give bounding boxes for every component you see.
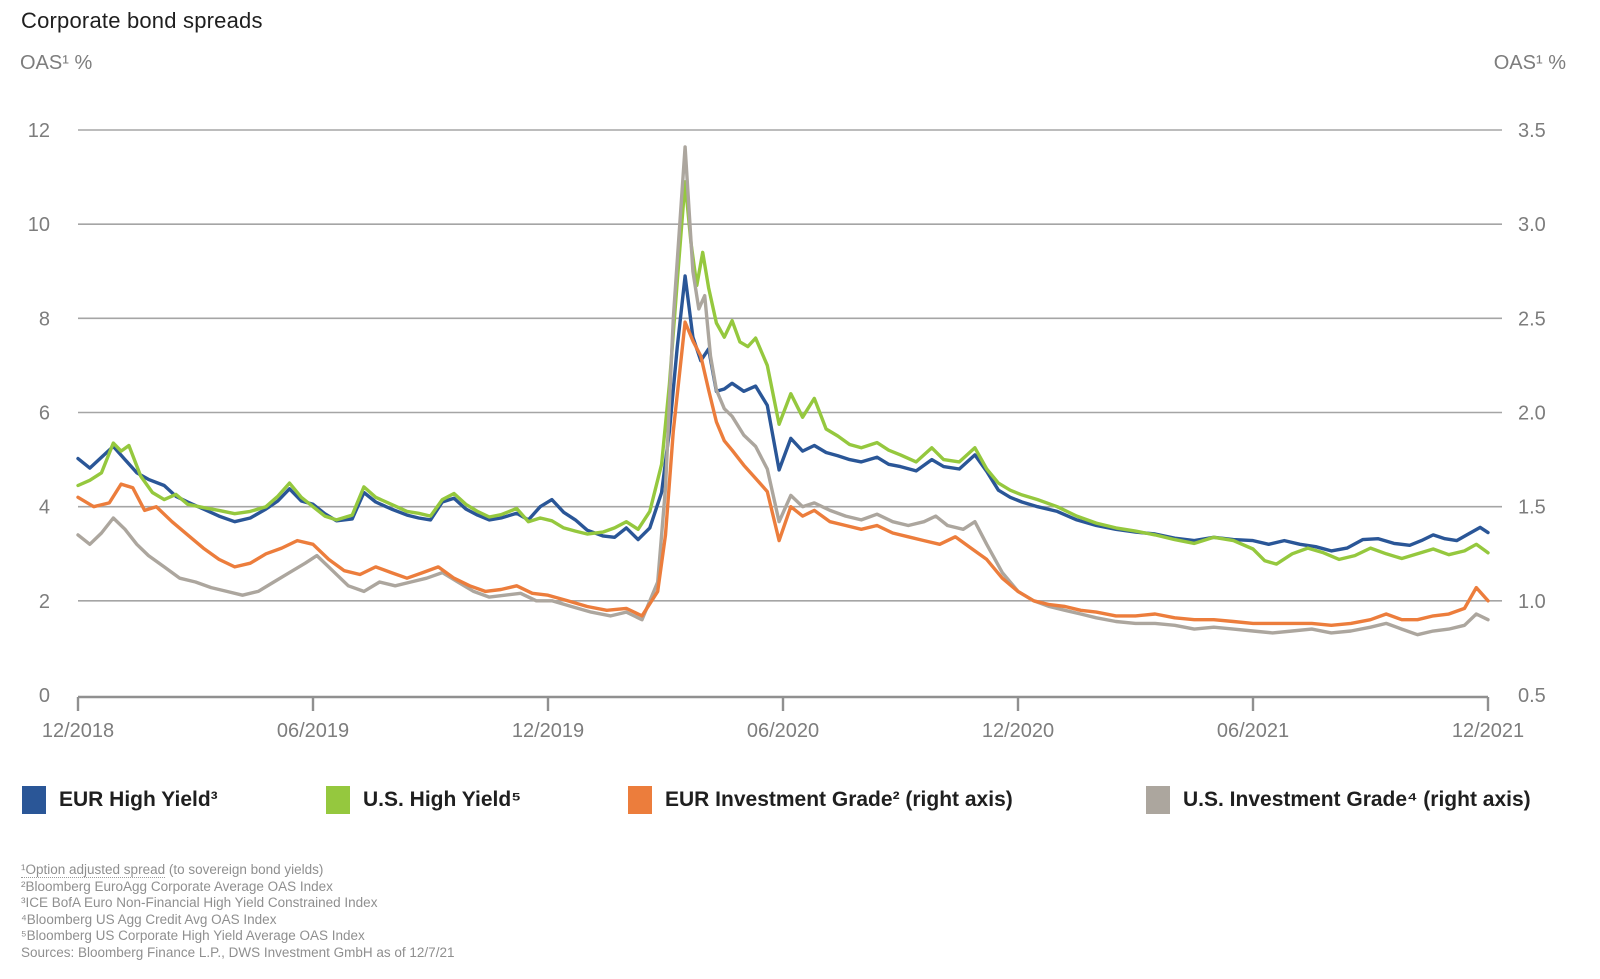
legend-item-eur-high-yield: EUR High Yield³ <box>22 786 218 814</box>
legend-item-eur-investment-grade: EUR Investment Grade² (right axis) <box>628 786 1013 814</box>
legend-item-us-high-yield: U.S. High Yield⁵ <box>326 786 521 814</box>
right-axis-tick-label: 2.5 <box>1518 308 1546 330</box>
us-investment-grade-swatch-icon <box>1146 786 1170 814</box>
legend-item-us-investment-grade: U.S. Investment Grade⁴ (right axis) <box>1146 786 1531 814</box>
footnote-1-term: ¹Option adjusted spread <box>21 862 166 878</box>
legend-label: EUR High Yield³ <box>59 788 218 811</box>
x-axis-tick-label: 12/2019 <box>512 720 584 742</box>
legend-label: U.S. Investment Grade⁴ (right axis) <box>1183 788 1531 811</box>
footnote-5: ⁵Bloomberg US Corporate High Yield Avera… <box>21 928 365 943</box>
x-axis-tick-label: 12/2021 <box>1452 720 1524 742</box>
left-axis-tick-label: 2 <box>39 591 50 613</box>
left-axis-tick-label: 4 <box>39 497 50 519</box>
legend-label: EUR Investment Grade² (right axis) <box>665 788 1013 811</box>
left-axis-tick-label: 0 <box>39 685 50 707</box>
right-axis-tick-label: 2.0 <box>1518 403 1546 425</box>
series-us-investment-grade <box>76 145 1490 637</box>
eur-high-yield-swatch-icon <box>22 786 46 814</box>
x-axis-tick-label: 12/2020 <box>982 720 1054 742</box>
page-title: Corporate bond spreads <box>21 8 263 33</box>
x-axis-tick-label: 06/2021 <box>1217 720 1289 742</box>
series-eur-investment-grade <box>76 320 1490 627</box>
eur-investment-grade-swatch-icon <box>628 786 652 814</box>
footnote-3: ³ICE BofA Euro Non-Financial High Yield … <box>21 895 378 910</box>
left-axis-tick-label: 6 <box>39 403 50 425</box>
chart-legend: EUR High Yield³ U.S. High Yield⁵ EUR Inv… <box>0 786 1600 826</box>
left-axis-unit-label: OAS¹ % <box>20 52 93 74</box>
footnote-2: ²Bloomberg EuroAgg Corporate Average OAS… <box>21 878 333 894</box>
right-axis-tick-label: 1.0 <box>1518 591 1546 613</box>
left-axis-tick-label: 10 <box>28 214 50 236</box>
line-chart: 12 10 8 6 4 2 0 3.5 3.0 2.5 2.0 1.5 1.0 0.5 12/2018 06/… <box>28 120 1546 742</box>
right-axis-tick-label: 0.5 <box>1518 685 1546 707</box>
us-high-yield-swatch-icon <box>326 786 350 814</box>
series-us-high-yield <box>76 180 1490 566</box>
legend-label: U.S. High Yield⁵ <box>363 788 522 811</box>
x-axis-tick-label: 06/2020 <box>747 720 819 742</box>
left-axis-tick-label: 12 <box>28 120 50 142</box>
right-axis-tick-label: 3.5 <box>1518 120 1546 142</box>
x-axis-tick-label: 06/2019 <box>277 720 349 742</box>
footnote-1-rest: (to sovereign bond yields) <box>165 862 324 877</box>
footnote-4: ⁴Bloomberg US Agg Credit Avg OAS Index <box>21 911 277 927</box>
x-axis-tick-label: 12/2018 <box>42 720 114 742</box>
footnotes-block: ¹Option adjusted spread (to sovereign bo… <box>21 862 454 961</box>
sources-line: Sources: Bloomberg Finance L.P., DWS Inv… <box>21 944 455 960</box>
right-axis-tick-label: 3.0 <box>1518 214 1546 236</box>
right-axis-unit-label: OAS¹ % <box>1493 52 1566 74</box>
footnote-1: ¹Option adjusted spread (to sovereign bo… <box>21 862 454 879</box>
left-axis-tick-label: 8 <box>39 308 50 330</box>
right-axis-tick-label: 1.5 <box>1518 497 1546 519</box>
